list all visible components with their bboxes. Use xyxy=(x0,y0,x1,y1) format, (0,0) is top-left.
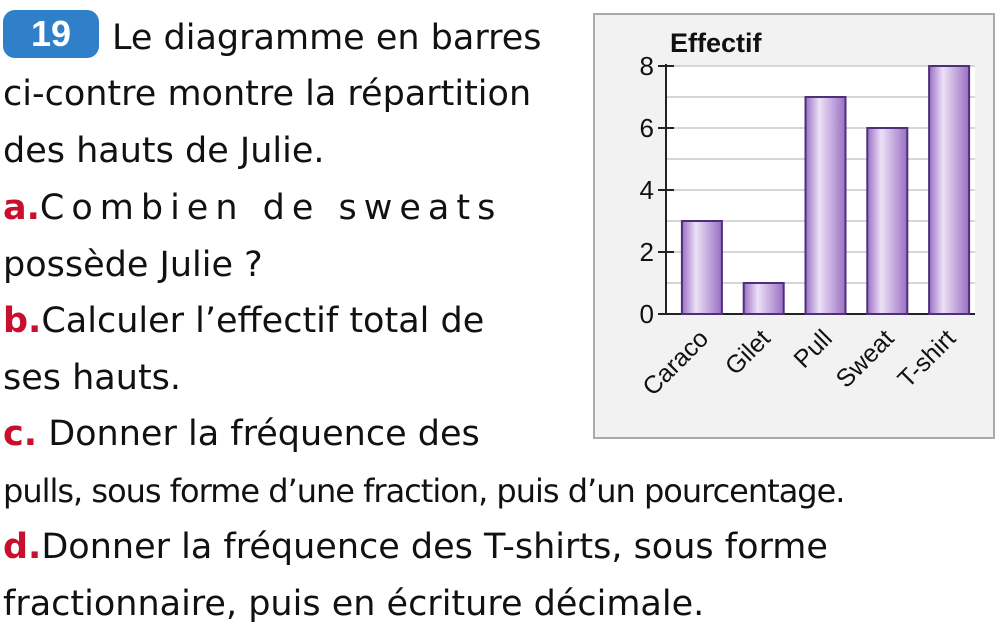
intro-line-3: des hauts de Julie. xyxy=(3,131,325,171)
bar-gilet xyxy=(742,282,785,315)
intro-line-1: Le diagramme en barres xyxy=(112,18,542,58)
question-a-text-1: Combien de sweats xyxy=(39,188,503,228)
question-a-label: a. xyxy=(3,188,40,228)
question-a-text-2: possède Julie ? xyxy=(3,245,263,285)
question-d-line-1: d.Donner la fréquence des T-shirts, sous… xyxy=(3,524,828,570)
y-tick-label: 6 xyxy=(640,113,654,143)
bar-caraco xyxy=(680,220,723,315)
question-b-text-2: ses hauts. xyxy=(3,358,182,398)
question-c-text-2: pulls, sous forme d’une fraction, puis d… xyxy=(3,472,845,510)
intro-line-2: ci-contre montre la répartition xyxy=(3,74,532,114)
question-a-line-1: a.Combien de sweats xyxy=(3,185,502,231)
y-tick-label: 0 xyxy=(640,299,654,329)
y-tick-label: 8 xyxy=(640,51,654,81)
question-b-line-1: b.Calculer l’effectif total de xyxy=(3,298,484,344)
bar-pull xyxy=(804,96,847,315)
question-b-text-1: Calculer l’effectif total de xyxy=(41,301,485,341)
question-c-label: c. xyxy=(3,414,38,454)
question-c-line-1: c. Donner la fréquence des xyxy=(3,411,480,457)
question-d-text-1: Donner la fréquence des T-shirts, sous f… xyxy=(41,527,828,567)
question-d-text-2: fractionnaire, puis en écriture décimale… xyxy=(3,584,705,624)
question-d-label: d. xyxy=(3,527,42,567)
exercise-number-badge: 19 xyxy=(3,10,99,58)
question-b-label: b. xyxy=(3,301,42,341)
y-tick-label: 2 xyxy=(640,237,654,267)
question-c-text-1: Donner la fréquence des xyxy=(48,414,480,454)
bar-sweat xyxy=(866,127,909,315)
chart-title: Effectif xyxy=(670,28,763,58)
y-tick-label: 4 xyxy=(640,175,654,205)
bar-t-shirt xyxy=(928,65,971,315)
